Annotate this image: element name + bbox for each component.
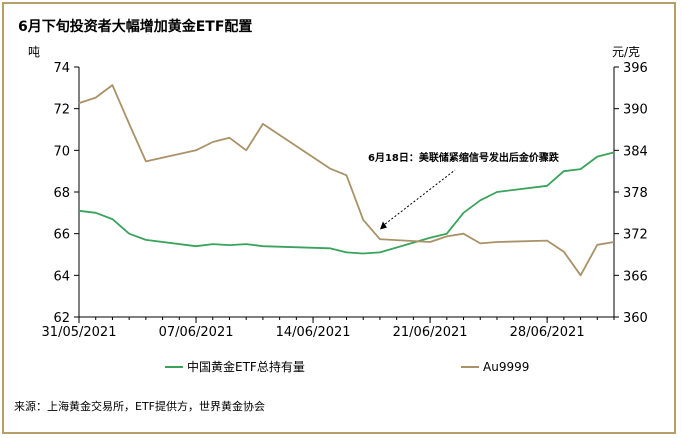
y-left-tick-label: 70 (53, 144, 70, 159)
x-tick-label: 31/05/2021 (42, 325, 117, 340)
x-tick-label: 07/06/2021 (159, 325, 234, 340)
source-note: 来源：上海黄金交易所，ETF提供方，世界黄金协会 (14, 400, 265, 413)
annotation-arrow-line (381, 169, 456, 227)
y-left-tick-label: 68 (53, 186, 70, 201)
chart-title: 6月下旬投资者大幅增加黄金ETF配置 (18, 19, 253, 35)
y-right-tick-label: 384 (623, 144, 648, 159)
y-left-tick-label: 72 (53, 103, 70, 118)
annotation-arrow-head (379, 221, 387, 230)
series-line-au9999 (78, 84, 615, 277)
legend-au9999-label: Au9999 (483, 360, 529, 374)
y-right-tick-label: 366 (623, 269, 648, 284)
y-left-unit: 吨 (28, 45, 40, 59)
y-right-tick-label: 372 (623, 228, 648, 243)
x-tick-label: 21/06/2021 (393, 325, 468, 340)
y-right-tick-label: 396 (623, 61, 648, 76)
chart-frame (2, 2, 676, 434)
y-right-tick-label: 390 (623, 103, 648, 118)
y-right-tick-label: 378 (623, 186, 648, 201)
y-left-tick-label: 64 (53, 269, 70, 284)
y-left-tick-label: 74 (53, 61, 70, 76)
annotation-label: 6月18日：美联储紧缩信号发出后金价骤跌 (368, 151, 560, 164)
legend-etf-holdings-label: 中国黄金ETF总持有量 (187, 359, 305, 374)
y-right-unit: 元/克 (612, 45, 640, 59)
y-left-tick-label: 66 (53, 228, 70, 243)
y-left-tick-label: 62 (53, 311, 70, 326)
series-line-etf-holdings (78, 151, 615, 255)
y-right-tick-label: 360 (623, 311, 648, 326)
x-tick-label: 28/06/2021 (510, 325, 585, 340)
x-tick-label: 14/06/2021 (276, 325, 351, 340)
